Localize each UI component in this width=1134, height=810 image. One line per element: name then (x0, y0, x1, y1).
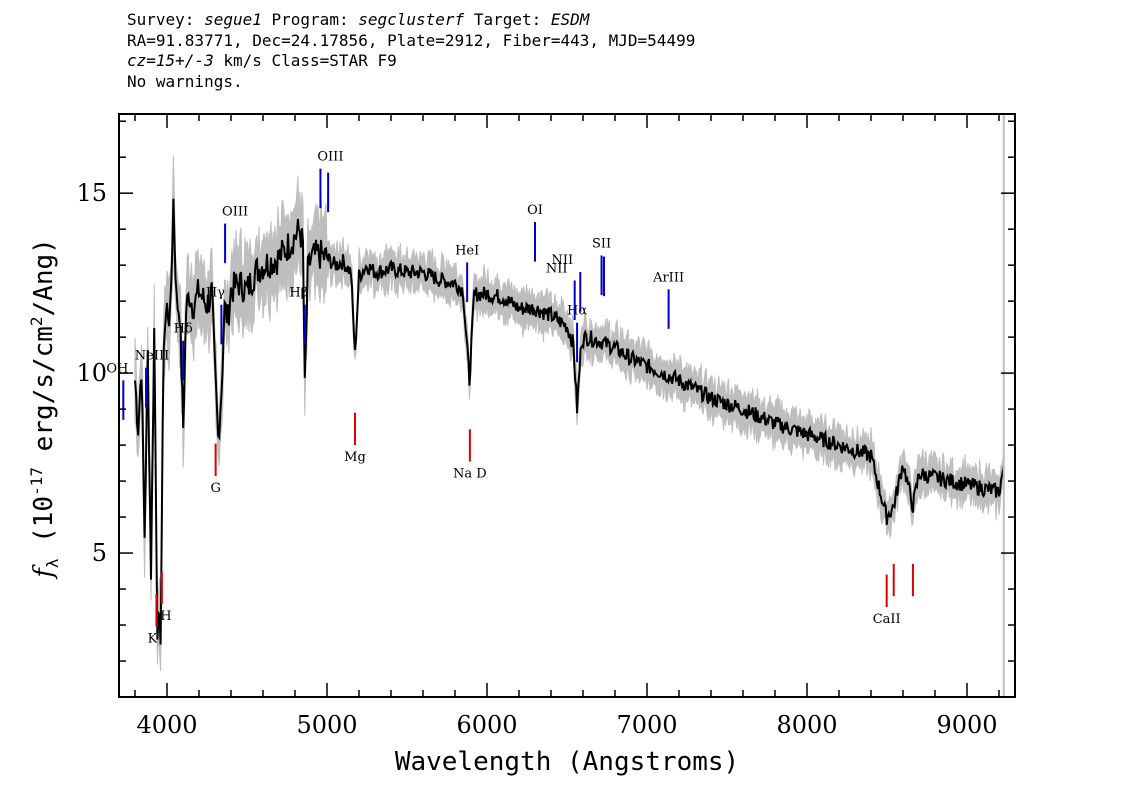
plot-frame (118, 113, 1016, 698)
target-label: Target: (473, 10, 542, 29)
target-value: ESDM (550, 10, 590, 29)
y-axis-title: fλ (10-17 erg/s/cm2/Ang) (27, 238, 62, 580)
y-tick-label: 15 (76, 179, 107, 207)
emission-label-h--3: Hγ (206, 286, 225, 301)
emission-label-nii-12: NII (551, 253, 573, 268)
flux-line (134, 198, 1005, 645)
emission-label-h--11: Hα (567, 304, 587, 319)
y-tick-label: 5 (92, 539, 107, 567)
emission-label-oiii-6: OIII (317, 150, 343, 165)
header-line-redshift: cz=15+/-3 km/s Class=STAR F9 (127, 51, 695, 72)
redshift-value: cz=15+/-3 (127, 51, 214, 70)
emission-label-oiii-4: OIII (222, 205, 248, 220)
absorption-label-mg-19: Mg (344, 450, 366, 465)
emission-label-ariii-15: ArIII (652, 270, 684, 285)
x-axis-title: Wavelength (Angstroms) (395, 747, 739, 777)
absorption-label-k-16: K (148, 631, 158, 646)
absorption-label-h-17: H (160, 609, 171, 624)
survey-label: Survey: (127, 10, 195, 29)
emission-label-h--5: Hβ (289, 286, 308, 301)
class-text: km/s Class=STAR F9 (213, 51, 397, 70)
emission-label-oh-0: OH (106, 361, 128, 376)
x-tick-label: 8000 (776, 711, 837, 739)
flux-layer (134, 114, 1005, 697)
error-band (134, 155, 1005, 672)
error-band-layer (134, 155, 1005, 672)
program-value: segclusterf (358, 10, 465, 29)
emission-label-hei-8: HeI (455, 243, 479, 258)
header-line-warnings: No warnings. (127, 71, 243, 91)
header-line-coordinates: RA=91.83771, Dec=24.17856, Plate=2912, F… (127, 30, 696, 50)
absorption-label-caii-21: CaII (873, 612, 901, 627)
emission-label-sii-13: SII (592, 237, 611, 252)
program-label: Program: (271, 10, 349, 29)
y-tick-label: 10 (76, 359, 107, 387)
spectrum-header: Survey: segue1 Program: segclusterf Targ… (127, 10, 695, 92)
x-tick-label: 4000 (136, 711, 197, 739)
x-tick-label: 7000 (616, 711, 677, 739)
absorption-label-na-d-20: Na D (453, 467, 487, 482)
survey-value: segue1 (204, 10, 262, 29)
absorption-label-g-18: G (210, 481, 220, 496)
emission-label-nii-10: NII (546, 261, 568, 276)
emission-label-oi-9: OI (527, 203, 543, 218)
header-line-survey: Survey: segue1 Program: segclusterf Targ… (127, 10, 695, 31)
x-tick-label: 5000 (296, 711, 357, 739)
x-tick-label: 9000 (936, 711, 997, 739)
axes-layer: 4000 5000 6000 7000 8000 9000 5 10 15 (76, 113, 1016, 739)
emission-label-neiii-1: NeIII (135, 349, 169, 364)
emission-label-h--2: Hδ (174, 322, 193, 337)
spectral-lines-layer: OH NeIII Hδ Hγ OIII Hβ OIII HeI OI NII Hα NII SII ArI… (106, 150, 914, 646)
x-tick-label: 6000 (456, 711, 517, 739)
